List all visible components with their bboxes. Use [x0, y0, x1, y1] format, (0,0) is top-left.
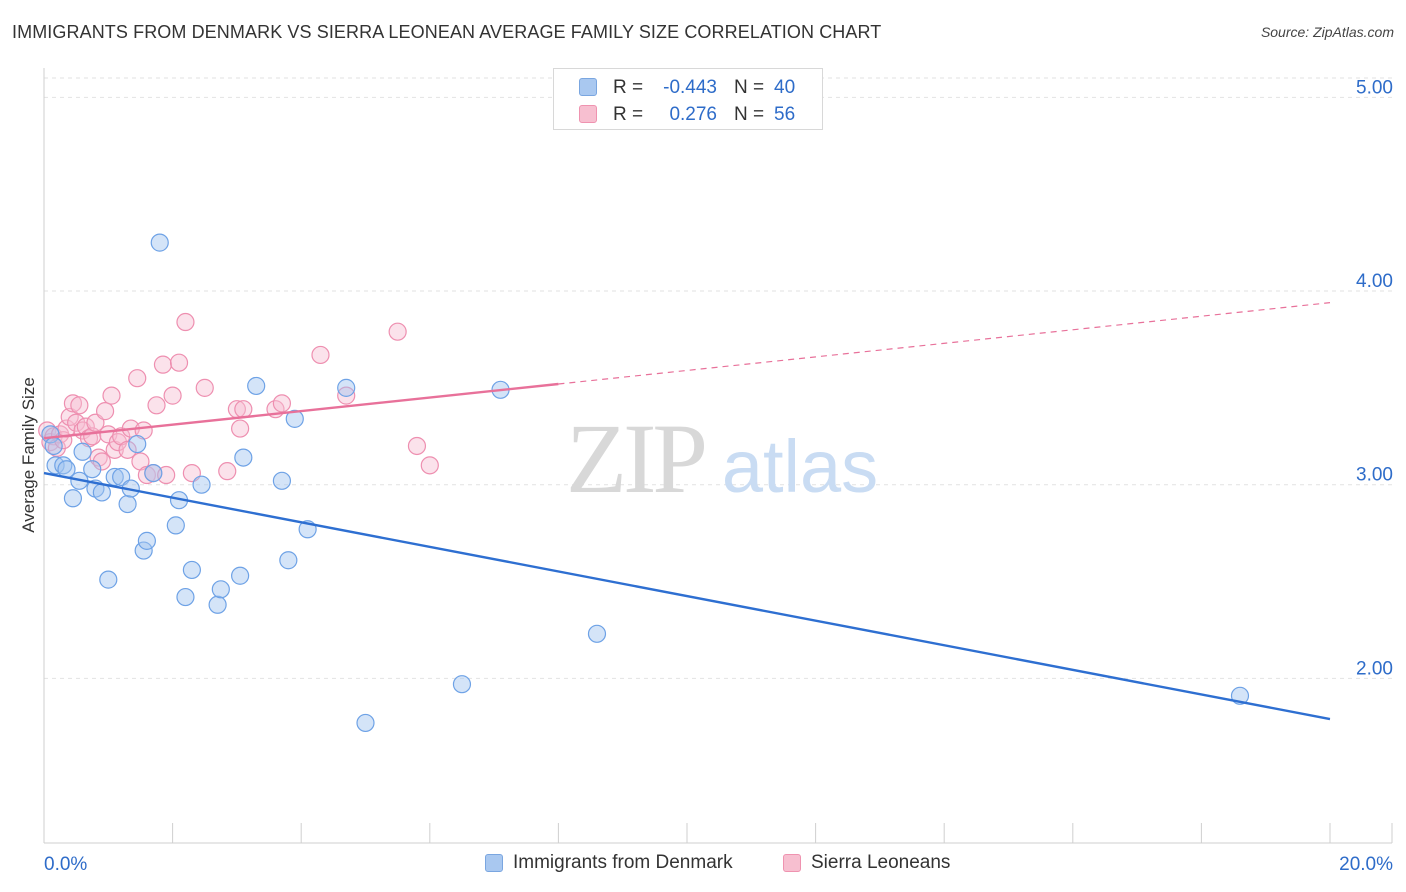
- denmark-point: [44, 436, 63, 456]
- denmark-point: [176, 587, 195, 607]
- watermark: ZIP atlas: [566, 403, 878, 514]
- sierra-leone-point: [272, 394, 292, 413]
- sierra-leone-point: [218, 462, 237, 481]
- n-label: N =: [734, 104, 765, 125]
- sierra-leone-trend-extension: [558, 302, 1331, 385]
- watermark-zip: ZIP: [566, 403, 704, 514]
- trend-lines: [43, 302, 1331, 721]
- denmark-point: [279, 551, 298, 570]
- sierra-leone-point: [182, 463, 201, 483]
- denmark-point: [73, 442, 92, 461]
- sierra-leone-swatch: [783, 854, 801, 872]
- denmark-point: [587, 624, 607, 643]
- sierra-leone-point: [137, 465, 156, 485]
- n-value: 56: [774, 104, 796, 125]
- denmark-point: [452, 675, 472, 694]
- sierra-leone-point: [163, 386, 182, 405]
- y-tick-label: 3.00: [1356, 465, 1393, 486]
- legend-item-denmark[interactable]: Immigrants from Denmark: [485, 852, 733, 874]
- source-label: Source: ZipAtlas.com: [1260, 24, 1394, 40]
- sierra-leone-point: [70, 396, 89, 415]
- denmark-point: [211, 580, 230, 599]
- sierra-leone-point: [169, 353, 189, 372]
- y-tick-label: 2.00: [1356, 658, 1393, 679]
- r-value: -0.443: [663, 77, 717, 98]
- denmark-point: [144, 463, 163, 483]
- sierra-leone-point: [92, 452, 111, 471]
- watermark-atlas: atlas: [722, 425, 878, 508]
- sierra-leone-point: [95, 402, 115, 421]
- r-value: 0.276: [669, 104, 717, 125]
- sierra-leone-point: [234, 400, 253, 419]
- denmark-point: [83, 460, 102, 479]
- r-label: R =: [613, 104, 644, 125]
- n-label: N =: [734, 77, 765, 98]
- sierra-leone-trend-line: [43, 382, 559, 440]
- sierra-leone-point: [63, 394, 83, 413]
- denmark-point: [118, 494, 137, 514]
- denmark-trend-line: [43, 471, 1331, 721]
- tick-labels: 2.00 3.00 4.00 5.00 0.0% 20.0%: [44, 77, 1393, 875]
- y-axis-label: Average Family Size: [19, 377, 38, 533]
- sierra-leone-point: [176, 312, 195, 332]
- stats-row-denmark: R = -0.443 N = 40: [554, 73, 822, 101]
- denmark-point: [63, 489, 83, 508]
- denmark-point: [247, 376, 266, 396]
- legend-item-sierra-leone[interactable]: Sierra Leoneans: [783, 852, 950, 874]
- denmark-point: [182, 560, 201, 580]
- sierra-leone-swatch: [579, 105, 597, 123]
- r-label: R =: [613, 77, 644, 98]
- denmark-swatch: [485, 854, 503, 872]
- denmark-point: [272, 471, 292, 490]
- x-tick-label: 0.0%: [44, 854, 87, 875]
- sierra-leone-point: [128, 369, 147, 388]
- denmark-point: [134, 541, 153, 560]
- legend-label: Immigrants from Denmark: [513, 852, 733, 873]
- denmark-point: [112, 467, 131, 487]
- denmark-swatch: [579, 78, 597, 96]
- gridlines: [44, 77, 1392, 679]
- stats-legend: R = -0.443 N = 40 R = 0.276 N = 56: [553, 68, 823, 130]
- denmark-point: [150, 233, 169, 252]
- denmark-point: [166, 516, 185, 535]
- stats-row-sierra-leone: R = 0.276 N = 56: [554, 100, 822, 128]
- sierra-leone-point: [420, 456, 439, 475]
- denmark-point: [356, 713, 375, 733]
- bottom-legend: Immigrants from Denmark Sierra Leoneans: [0, 852, 1406, 876]
- n-value: 40: [774, 77, 796, 98]
- sierra-leone-point: [118, 440, 137, 459]
- denmark-point: [46, 456, 65, 475]
- sierra-leone-point: [102, 386, 121, 405]
- denmark-point: [208, 595, 227, 614]
- axes: [43, 68, 1393, 844]
- denmark-point: [285, 409, 304, 428]
- chart-title: IMMIGRANTS FROM DENMARK VS SIERRA LEONEA…: [12, 22, 882, 42]
- legend-label: Sierra Leoneans: [811, 852, 951, 873]
- denmark-point: [128, 434, 147, 454]
- sierra-leone-point: [86, 413, 105, 432]
- sierra-leone-point: [388, 322, 407, 341]
- x-tick-label: 20.0%: [1339, 854, 1393, 875]
- denmark-point: [337, 378, 356, 397]
- denmark-point: [137, 531, 156, 550]
- sierra-leone-point: [195, 378, 214, 397]
- denmark-point: [192, 475, 211, 494]
- sierra-leone-point: [153, 355, 173, 374]
- sierra-leone-point: [76, 417, 95, 436]
- y-tick-label: 5.00: [1356, 77, 1393, 98]
- sierra-leone-point: [147, 396, 166, 415]
- sierra-leone-point: [337, 386, 356, 405]
- sierra-leone-point: [311, 345, 330, 365]
- denmark-point: [231, 566, 250, 585]
- denmark-point: [99, 570, 118, 589]
- sierra-leone-point: [231, 419, 250, 438]
- sierra-leone-point: [407, 436, 427, 456]
- y-tick-label: 4.00: [1356, 271, 1393, 292]
- sierra-leone-point: [108, 433, 128, 452]
- denmark-point: [234, 448, 253, 467]
